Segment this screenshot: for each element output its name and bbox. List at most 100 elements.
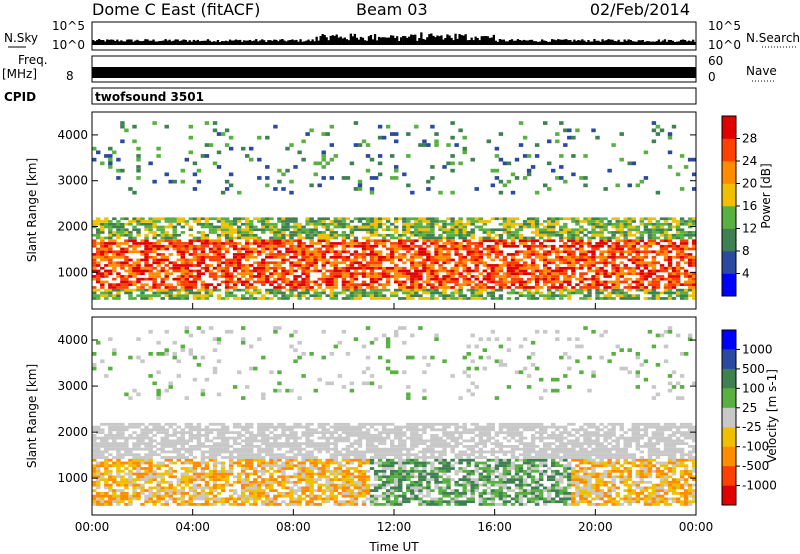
echo-cell	[221, 261, 225, 264]
echo-cell	[265, 464, 269, 467]
echo-cell	[507, 217, 511, 220]
echo-cell	[567, 256, 571, 259]
noise-bar	[638, 40, 640, 45]
echo-cell	[636, 237, 640, 240]
echo-cell	[519, 121, 523, 125]
echo-cell	[595, 256, 599, 259]
noise-bar	[652, 42, 654, 46]
echo-cell	[161, 448, 165, 451]
echo-cell	[475, 275, 479, 278]
echo-cell	[209, 239, 213, 242]
echo-cell	[273, 264, 277, 267]
echo-cell	[487, 294, 491, 297]
echo-cell	[571, 136, 575, 140]
echo-cell	[301, 158, 305, 162]
noise-bar	[283, 41, 285, 46]
echo-cell	[322, 272, 326, 275]
echo-cell	[398, 267, 402, 270]
echo-cell	[100, 442, 104, 445]
echo-cell	[309, 239, 313, 242]
echo-cell	[148, 275, 152, 278]
echo-cell	[277, 389, 281, 393]
echo-cell	[620, 226, 624, 229]
echo-cell	[402, 223, 406, 226]
echo-cell	[112, 456, 116, 459]
echo-cell	[96, 451, 100, 454]
echo-cell	[229, 484, 233, 487]
echo-cell	[185, 423, 189, 426]
echo-cell	[406, 270, 410, 273]
echo-cell	[221, 445, 225, 448]
echo-cell	[422, 239, 426, 242]
echo-cell	[418, 223, 422, 226]
echo-cell	[96, 500, 100, 503]
echo-cell	[660, 275, 664, 278]
echo-cell	[273, 498, 277, 501]
echo-cell	[487, 239, 491, 242]
echo-cell	[426, 259, 430, 262]
colorbar-tick-label: 24	[742, 154, 757, 168]
echo-cell	[479, 272, 483, 275]
echo-cell	[559, 231, 563, 234]
echo-cell	[511, 173, 515, 177]
echo-cell	[189, 334, 193, 338]
y-tick-label: 3000	[57, 174, 88, 188]
echo-cell	[334, 250, 338, 253]
echo-cell	[656, 242, 660, 245]
echo-cell	[515, 228, 519, 231]
echo-cell	[285, 289, 289, 292]
echo-cell	[322, 234, 326, 237]
echo-cell	[422, 231, 426, 234]
echo-cell	[531, 270, 535, 273]
echo-cell	[201, 259, 205, 262]
echo-cell	[124, 503, 128, 506]
echo-cell	[128, 239, 132, 242]
echo-cell	[177, 440, 181, 443]
echo-cell	[197, 478, 201, 481]
echo-cell	[221, 220, 225, 223]
echo-cell	[322, 151, 326, 155]
echo-cell	[301, 283, 305, 286]
echo-cell	[213, 475, 217, 478]
noise-bar	[175, 39, 177, 45]
echo-cell	[587, 289, 591, 292]
echo-cell	[636, 272, 640, 275]
echo-cell	[559, 226, 563, 229]
echo-cell	[116, 253, 120, 256]
echo-cell	[487, 267, 491, 270]
echo-cell	[213, 470, 217, 473]
echo-cell	[132, 437, 136, 440]
echo-cell	[334, 272, 338, 275]
echo-cell	[430, 226, 434, 229]
echo-cell	[624, 297, 628, 300]
echo-cell	[221, 275, 225, 278]
echo-cell	[213, 278, 217, 281]
echo-cell	[599, 253, 603, 256]
echo-cell	[390, 237, 394, 240]
noise-bar	[346, 39, 348, 45]
echo-cell	[458, 253, 462, 256]
echo-cell	[205, 223, 209, 226]
echo-cell	[358, 242, 362, 245]
echo-cell	[217, 151, 221, 155]
echo-cell	[261, 431, 265, 434]
echo-cell	[672, 242, 676, 245]
echo-cell	[543, 294, 547, 297]
echo-cell	[483, 231, 487, 234]
echo-cell	[458, 283, 462, 286]
echo-cell	[366, 261, 370, 264]
echo-cell	[281, 173, 285, 177]
echo-cell	[161, 226, 165, 229]
echo-cell	[547, 292, 551, 295]
echo-cell	[253, 503, 257, 506]
noise-bar	[561, 40, 563, 45]
echo-cell	[330, 223, 334, 226]
echo-cell	[108, 237, 112, 240]
echo-cell	[499, 180, 503, 184]
echo-cell	[161, 278, 165, 281]
echo-cell	[394, 242, 398, 245]
echo-cell	[281, 231, 285, 234]
echo-cell	[458, 294, 462, 297]
noise-bar	[644, 42, 646, 45]
echo-cell	[611, 234, 615, 237]
